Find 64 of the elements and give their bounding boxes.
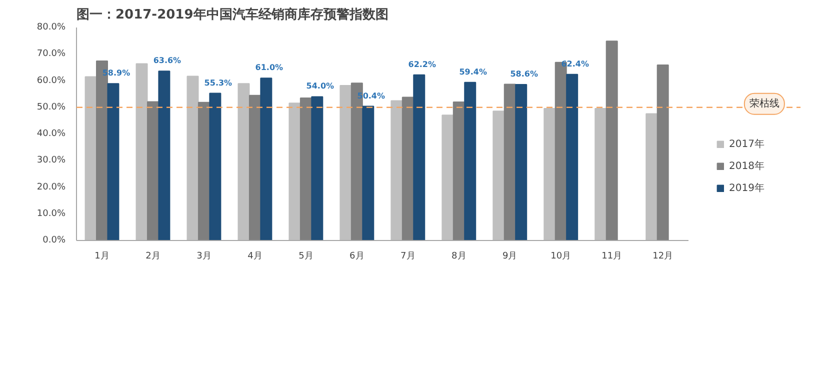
bar xyxy=(442,114,454,240)
x-tick-label: 10月 xyxy=(550,252,572,262)
bar xyxy=(492,110,505,240)
y-tick-label: 0.0% xyxy=(42,236,66,246)
x-tick-label: 7月 xyxy=(400,252,416,262)
data-label: 58.6% xyxy=(510,69,538,78)
data-label: 55.3% xyxy=(204,78,232,88)
bar xyxy=(340,85,352,240)
y-tick-label: 30.0% xyxy=(36,156,66,166)
bar xyxy=(402,96,414,240)
data-label: 59.4% xyxy=(459,67,487,76)
legend-label: 2019年 xyxy=(729,182,764,195)
x-tick-label: 8月 xyxy=(452,252,466,262)
legend-label: 2018年 xyxy=(729,160,764,173)
chart-title: 图一：2017-2019年中国汽车经销商库存预警指数图 xyxy=(76,6,388,22)
ref-line-label: 荣枯线 xyxy=(749,97,780,110)
y-tick-label: 80.0% xyxy=(36,22,66,32)
bar xyxy=(594,108,607,240)
bar xyxy=(300,98,312,240)
bar xyxy=(238,83,250,240)
bar xyxy=(186,76,199,240)
x-tick-label: 9月 xyxy=(502,252,518,262)
x-tick-label: 1月 xyxy=(94,252,110,262)
bar xyxy=(390,100,403,240)
bar xyxy=(566,74,578,240)
data-label: 62.2% xyxy=(408,60,436,69)
bar xyxy=(288,102,301,240)
bar xyxy=(362,106,374,240)
y-tick-label: 40.0% xyxy=(36,129,66,139)
data-label: 61.0% xyxy=(255,63,284,72)
y-tick-label: 20.0% xyxy=(36,182,66,192)
bar xyxy=(146,101,159,240)
x-tick-label: 3月 xyxy=(196,252,212,262)
bar xyxy=(646,113,658,240)
bar xyxy=(158,70,170,240)
bar xyxy=(260,78,272,240)
bar xyxy=(452,102,465,240)
bar xyxy=(248,94,261,240)
data-label: 54.0% xyxy=(306,82,334,91)
bar xyxy=(464,82,476,240)
bar xyxy=(606,40,618,240)
x-tick-label: 12月 xyxy=(652,252,674,262)
y-tick-label: 10.0% xyxy=(36,208,66,219)
bar xyxy=(198,102,210,240)
bar xyxy=(656,64,669,240)
bar xyxy=(107,83,120,240)
bar xyxy=(209,92,222,240)
bar xyxy=(311,96,324,240)
bar xyxy=(504,84,516,240)
y-tick-label: 60.0% xyxy=(36,76,66,86)
bar xyxy=(136,63,148,240)
x-tick-label: 5月 xyxy=(298,252,314,262)
bar xyxy=(84,76,97,240)
y-tick-label: 70.0% xyxy=(36,49,66,60)
y-tick-label: 50.0% xyxy=(36,102,66,112)
bar xyxy=(413,74,426,240)
bar xyxy=(544,108,556,240)
bar xyxy=(515,84,528,240)
x-tick-label: 6月 xyxy=(350,252,364,262)
legend-label: 2017年 xyxy=(729,138,764,151)
x-tick-label: 11月 xyxy=(602,252,622,262)
data-label: 63.6% xyxy=(153,56,182,66)
x-tick-label: 2月 xyxy=(146,252,160,262)
x-tick-label: 4月 xyxy=(248,252,262,262)
